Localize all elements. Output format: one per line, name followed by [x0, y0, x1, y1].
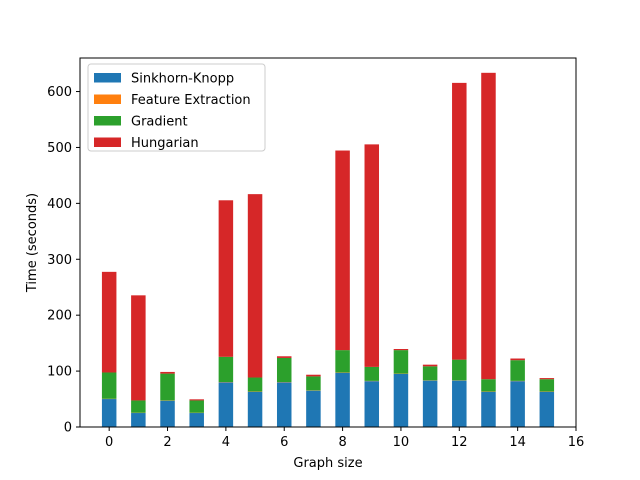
- bar-sinkhorn-knopp-3: [189, 413, 204, 427]
- bar-sinkhorn-knopp-0: [101, 399, 117, 427]
- x-tick-label: 2: [163, 435, 171, 450]
- bar-sinkhorn-knopp-14: [510, 381, 525, 427]
- bar-hungarian-1: [131, 295, 146, 401]
- bar-hungarian-7: [306, 374, 321, 377]
- bar-hungarian-3: [189, 399, 204, 401]
- bar-hungarian-6: [276, 356, 292, 358]
- y-tick-label: 300: [47, 253, 72, 268]
- bar-hungarian-9: [364, 144, 380, 367]
- bar-hungarian-12: [452, 82, 467, 360]
- bar-gradient-10: [393, 350, 409, 374]
- bar-gradient-1: [131, 400, 146, 413]
- y-axis-label: Time (seconds): [25, 193, 40, 293]
- legend-label-gradient: Gradient: [131, 115, 188, 130]
- bar-gradient-11: [422, 366, 438, 381]
- bars-group: [101, 72, 555, 427]
- bar-gradient-4: [218, 356, 234, 382]
- bar-gradient-3: [189, 400, 204, 413]
- legend-swatch-sinkhorn-knopp: [94, 73, 121, 83]
- legend-label-hungarian: Hungarian: [131, 136, 199, 151]
- bar-sinkhorn-knopp-15: [539, 391, 555, 427]
- legend-label-feature-extraction: Feature Extraction: [131, 93, 251, 108]
- y-axis-ticks: 0 100 200 300 400 500 600: [47, 85, 80, 436]
- x-tick-label: 14: [509, 435, 526, 450]
- bar-gradient-8: [335, 350, 350, 373]
- bar-sinkhorn-knopp-13: [481, 391, 496, 427]
- bar-hungarian-2: [160, 371, 175, 374]
- bar-gradient-14: [510, 360, 525, 381]
- legend: Sinkhorn-Knopp Feature Extraction Gradient…: [87, 63, 266, 152]
- bar-sinkhorn-knopp-8: [335, 372, 350, 427]
- axes-frame: [79, 57, 577, 428]
- x-axis-label: Graph size: [293, 456, 362, 471]
- y-tick-label: 0: [64, 421, 72, 436]
- bar-sinkhorn-knopp-11: [422, 380, 438, 427]
- y-tick-label: 600: [47, 85, 72, 100]
- bar-hungarian-8: [335, 150, 350, 351]
- y-tick-label: 500: [47, 141, 72, 156]
- bar-sinkhorn-knopp-10: [393, 373, 409, 427]
- legend-swatch-feature-extraction: [94, 94, 121, 104]
- bar-sinkhorn-knopp-6: [276, 382, 292, 427]
- legend-swatch-gradient: [94, 116, 121, 126]
- legend-box: [87, 63, 266, 152]
- bar-hungarian-15: [539, 378, 555, 380]
- bar-hungarian-0: [101, 271, 117, 373]
- bar-gradient-15: [539, 379, 555, 392]
- bar-sinkhorn-knopp-4: [218, 382, 234, 427]
- bar-hungarian-5: [247, 194, 263, 378]
- bar-gradient-2: [160, 373, 175, 401]
- bar-sinkhorn-knopp-12: [452, 380, 467, 427]
- bar-sinkhorn-knopp-1: [131, 413, 146, 427]
- bar-sinkhorn-knopp-9: [364, 381, 380, 427]
- y-tick-label: 200: [47, 309, 72, 324]
- bar-gradient-9: [364, 366, 380, 381]
- bar-gradient-0: [101, 372, 117, 399]
- bar-gradient-6: [276, 357, 292, 382]
- bar-gradient-13: [481, 379, 496, 392]
- x-tick-label: 6: [280, 435, 288, 450]
- bar-hungarian-11: [422, 364, 438, 367]
- bar-gradient-12: [452, 359, 467, 381]
- x-tick-label: 8: [338, 435, 346, 450]
- bar-sinkhorn-knopp-5: [247, 391, 263, 427]
- x-tick-label: 4: [222, 435, 230, 450]
- bar-hungarian-4: [218, 200, 234, 357]
- bar-sinkhorn-knopp-7: [306, 390, 321, 427]
- x-axis-ticks: 0 2 4 6 8 10 12 14 16: [105, 427, 584, 450]
- legend-swatch-hungarian: [94, 137, 121, 147]
- y-tick-label: 100: [47, 365, 72, 380]
- legend-label-sinkhorn-knopp: Sinkhorn-Knopp: [131, 72, 234, 87]
- bar-gradient-5: [247, 377, 263, 392]
- y-tick-label: 400: [47, 197, 72, 212]
- x-tick-label: 12: [451, 435, 468, 450]
- bar-hungarian-10: [393, 349, 409, 351]
- bar-gradient-7: [306, 376, 321, 391]
- x-tick-label: 16: [568, 435, 585, 450]
- bar-hungarian-13: [481, 72, 496, 380]
- bar-sinkhorn-knopp-2: [160, 400, 175, 427]
- bar-hungarian-14: [510, 358, 525, 361]
- x-tick-label: 10: [393, 435, 410, 450]
- x-tick-label: 0: [105, 435, 113, 450]
